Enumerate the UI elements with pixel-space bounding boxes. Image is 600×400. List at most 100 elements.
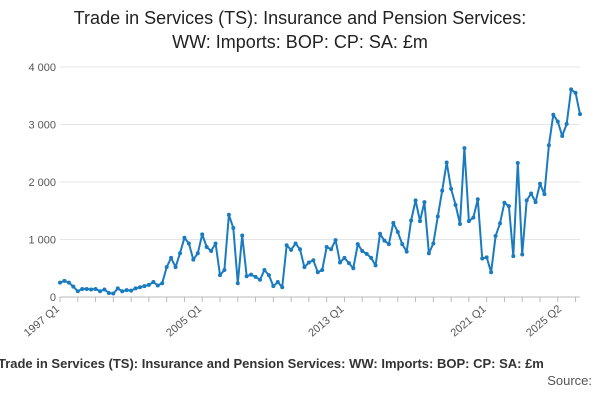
- data-point[interactable]: [58, 280, 62, 285]
- data-point[interactable]: [142, 284, 147, 289]
- data-point[interactable]: [249, 272, 254, 277]
- data-point[interactable]: [431, 241, 436, 246]
- data-point[interactable]: [289, 247, 294, 252]
- data-point[interactable]: [311, 258, 316, 263]
- data-point[interactable]: [524, 198, 529, 203]
- data-point[interactable]: [62, 278, 67, 283]
- data-point[interactable]: [240, 233, 245, 238]
- data-point[interactable]: [502, 200, 507, 205]
- data-point[interactable]: [213, 241, 218, 246]
- data-point[interactable]: [342, 255, 347, 260]
- data-point[interactable]: [529, 191, 534, 196]
- data-point[interactable]: [275, 280, 280, 285]
- data-point[interactable]: [551, 112, 556, 117]
- data-point[interactable]: [195, 251, 200, 256]
- data-point[interactable]: [449, 186, 454, 191]
- data-point[interactable]: [440, 188, 445, 193]
- data-point[interactable]: [515, 161, 520, 166]
- data-point[interactable]: [462, 146, 467, 151]
- data-point[interactable]: [498, 221, 502, 226]
- data-point[interactable]: [182, 235, 187, 240]
- data-point[interactable]: [480, 256, 485, 261]
- data-point[interactable]: [293, 241, 298, 246]
- data-point[interactable]: [506, 204, 511, 209]
- data-point[interactable]: [542, 192, 547, 197]
- data-point[interactable]: [102, 287, 107, 292]
- data-point[interactable]: [364, 251, 369, 256]
- data-point[interactable]: [169, 255, 174, 260]
- data-point[interactable]: [120, 289, 125, 294]
- data-point[interactable]: [333, 238, 338, 243]
- data-point[interactable]: [560, 134, 565, 138]
- data-point[interactable]: [511, 254, 516, 259]
- data-point[interactable]: [89, 287, 94, 292]
- data-point[interactable]: [426, 251, 431, 256]
- data-point[interactable]: [546, 143, 551, 148]
- data-point[interactable]: [338, 260, 342, 265]
- data-point[interactable]: [280, 285, 285, 290]
- data-point[interactable]: [129, 288, 134, 293]
- data-point[interactable]: [160, 281, 165, 286]
- data-point[interactable]: [351, 266, 356, 271]
- data-point[interactable]: [124, 288, 129, 293]
- data-point[interactable]: [324, 244, 329, 249]
- data-point[interactable]: [386, 242, 391, 247]
- data-point[interactable]: [400, 242, 405, 247]
- data-point[interactable]: [80, 286, 85, 291]
- data-point[interactable]: [146, 282, 151, 287]
- data-point[interactable]: [471, 215, 476, 220]
- data-point[interactable]: [489, 270, 494, 275]
- data-point[interactable]: [138, 285, 142, 290]
- data-point[interactable]: [75, 289, 80, 294]
- data-point[interactable]: [173, 265, 178, 270]
- data-point[interactable]: [204, 244, 209, 249]
- data-point[interactable]: [422, 200, 427, 205]
- data-point[interactable]: [253, 274, 258, 279]
- data-point[interactable]: [569, 87, 574, 92]
- data-point[interactable]: [191, 257, 196, 262]
- data-point[interactable]: [355, 242, 360, 247]
- data-point[interactable]: [262, 267, 267, 272]
- data-point[interactable]: [244, 274, 249, 279]
- data-point[interactable]: [538, 181, 542, 186]
- data-point[interactable]: [360, 249, 365, 253]
- data-point[interactable]: [66, 280, 71, 285]
- data-point[interactable]: [458, 221, 462, 226]
- data-point[interactable]: [369, 255, 374, 260]
- data-point[interactable]: [391, 220, 396, 225]
- data-point[interactable]: [200, 232, 205, 237]
- data-point[interactable]: [382, 238, 387, 243]
- data-point[interactable]: [164, 265, 169, 270]
- data-point[interactable]: [98, 289, 102, 294]
- data-point[interactable]: [475, 197, 480, 202]
- data-point[interactable]: [155, 283, 160, 288]
- data-point[interactable]: [555, 119, 560, 124]
- data-point[interactable]: [533, 200, 538, 205]
- data-point[interactable]: [84, 286, 89, 291]
- data-point[interactable]: [409, 218, 414, 223]
- data-point[interactable]: [306, 260, 311, 265]
- data-point[interactable]: [111, 291, 116, 296]
- data-point[interactable]: [258, 277, 262, 282]
- data-point[interactable]: [93, 286, 98, 291]
- data-point[interactable]: [373, 263, 378, 268]
- data-point[interactable]: [231, 226, 236, 230]
- data-point[interactable]: [298, 247, 302, 252]
- data-point[interactable]: [71, 284, 76, 289]
- data-point[interactable]: [395, 230, 400, 235]
- data-point[interactable]: [266, 273, 271, 278]
- data-point[interactable]: [493, 234, 498, 239]
- data-point[interactable]: [222, 267, 227, 272]
- data-point[interactable]: [484, 255, 489, 260]
- data-point[interactable]: [573, 90, 578, 95]
- data-point[interactable]: [284, 243, 289, 248]
- data-point[interactable]: [209, 249, 214, 253]
- data-point[interactable]: [320, 267, 325, 272]
- data-point[interactable]: [115, 286, 120, 291]
- data-point[interactable]: [151, 280, 156, 285]
- data-point[interactable]: [444, 160, 449, 165]
- data-point[interactable]: [226, 212, 231, 217]
- data-point[interactable]: [315, 270, 320, 275]
- data-point[interactable]: [378, 231, 382, 236]
- data-point[interactable]: [453, 203, 458, 207]
